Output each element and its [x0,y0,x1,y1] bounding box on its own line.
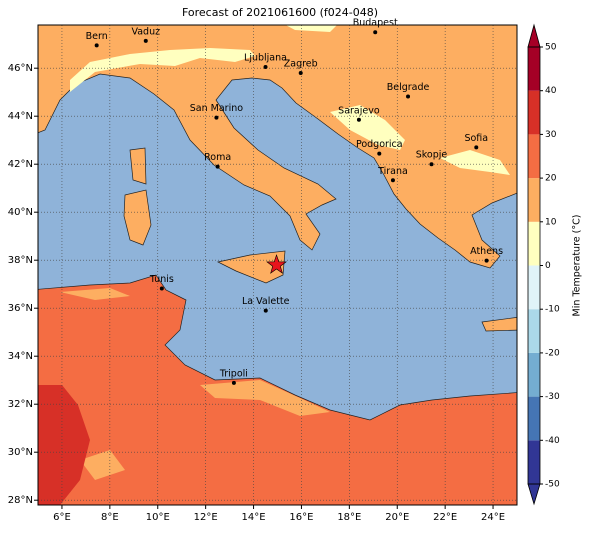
x-tick-label: 24°E [481,512,505,523]
grid: 6°E 8°E 10°E 12°E 14°E 16°E 18°E 20°E 22°E 24°E 28… [8,25,517,523]
colorbar-band [528,178,540,222]
city-dot [377,151,382,156]
city-dot [356,117,361,122]
city-label: Sarajevo [338,105,380,116]
forecast-point [266,254,287,274]
x-tick-label: 22°E [433,512,457,523]
city-label: Budapest [353,18,398,29]
city-label: Sofia [464,133,488,144]
colorbar-band [528,396,540,441]
colorbar-band [528,265,540,310]
highlands [285,25,510,175]
x-tick-label: 6°E [53,512,71,523]
colorbar-label: Min Temperature (°C) [572,215,583,317]
city-dot [231,380,236,385]
colorbar-tick-label: -40 [545,436,560,446]
y-tick-label: 46°N [8,63,33,74]
y-tick-label: 36°N [8,303,33,314]
city-dot [474,145,479,150]
corsica [129,147,147,185]
x-tick-label: 10°E [146,512,170,523]
colorbar-tick-label: 40 [545,86,557,96]
city-dot [429,162,434,167]
colorbar-tick-label: 50 [545,43,557,53]
map-frame [37,24,518,506]
sicily [216,250,286,284]
x-tick-label: 20°E [385,512,409,523]
x-tick-label: 16°E [289,512,313,523]
y-tick-label: 42°N [8,159,33,170]
city-dot [298,71,303,75]
colorbar-band [528,90,540,135]
colorbar-tick-label: 0 [545,261,551,271]
title: Forecast of 2021061600 (f024-048) [182,6,378,19]
city-label: Tripoli [219,368,248,379]
city-label: San Marino [190,103,243,114]
city-label: Belgrade [387,82,430,93]
city-label: Tirana [377,166,408,177]
colorbar-tick-label: -50 [545,480,560,490]
colorbar: -50 -40 -30 -20 -10 0 10 20 30 40 50 Min Temperatur… [527,23,583,506]
colorbar-band [528,352,540,397]
city-dot [215,164,220,169]
colorbar-tick-label: 20 [545,174,557,184]
x-tick-label: 12°E [194,512,218,523]
colorbar-tick-label: -30 [545,392,560,402]
colorbar-tick-label: 30 [545,130,557,140]
y-tick-label: 40°N [8,207,33,218]
y-tick-label: 44°N [8,111,33,122]
city-label: Vaduz [131,26,160,37]
city-dot [263,65,268,69]
city-dot [406,94,411,99]
colorbar-tick-label: -20 [545,348,560,358]
x-tick-label: 8°E [101,512,119,523]
colorbar-band [528,134,540,179]
city-label: Ljubljana [244,53,287,64]
city-dot [94,43,99,48]
y-tick-label: 32°N [8,399,33,410]
x-tick-label: 14°E [242,512,266,523]
colorbar-extend-low [527,483,541,506]
hot-interior [38,385,90,505]
x-tick-label: 18°E [337,512,361,523]
city-dot [159,286,164,291]
alps [70,48,255,92]
colorbar-band [528,221,540,266]
city-dot [390,178,395,183]
city-dot [143,38,148,43]
coastal-plain [60,288,330,480]
colorbar-band [528,440,540,484]
sardinia [123,189,152,246]
colorbar-band [528,47,540,91]
city-dot [484,258,489,263]
city-label: Roma [204,152,231,163]
city-label: Athens [470,246,503,257]
city-label: Podgorica [356,139,403,150]
city-dot [373,30,378,35]
city-dot [263,308,268,313]
y-tick-label: 34°N [8,351,33,362]
city-label: Bern [86,31,108,42]
city-label: La Valette [242,296,290,307]
city-label: Tunis [149,274,174,285]
colorbar-extend-high [527,23,541,48]
colorbar-tick-label: 10 [545,217,557,227]
city-label: Skopje [416,150,448,161]
city-label: Zagreb [284,59,318,70]
y-tick-label: 38°N [8,255,33,266]
crete [481,317,517,332]
colorbar-band [528,309,540,353]
city-dot [214,115,219,120]
colorbar-tick-label: -10 [545,305,560,315]
y-tick-label: 30°N [8,447,33,458]
y-tick-label: 28°N [8,495,33,506]
